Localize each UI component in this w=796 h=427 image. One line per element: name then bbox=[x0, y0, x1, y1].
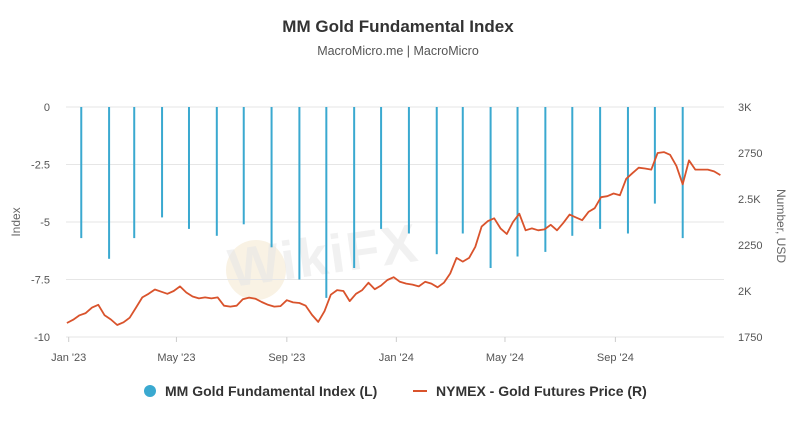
index-bar[interactable] bbox=[626, 107, 629, 234]
right-tick-label: 2K bbox=[738, 286, 752, 298]
left-y-axis: 0 -2.5 -5 -7.5 -10 bbox=[31, 102, 50, 344]
right-tick-label: 3K bbox=[738, 102, 752, 114]
index-bar[interactable] bbox=[215, 107, 218, 236]
index-bar[interactable] bbox=[80, 107, 83, 239]
index-bar[interactable] bbox=[571, 107, 574, 236]
right-axis-label: Number, USD bbox=[774, 189, 788, 263]
x-tick-label: Jan '23 bbox=[51, 352, 86, 364]
index-bar[interactable] bbox=[242, 107, 245, 225]
legend-label-index: MM Gold Fundamental Index (L) bbox=[165, 383, 378, 399]
index-bar[interactable] bbox=[325, 107, 328, 298]
left-tick-label: -7.5 bbox=[31, 275, 50, 287]
index-bar[interactable] bbox=[353, 107, 356, 268]
chart-title: MM Gold Fundamental Index bbox=[282, 17, 514, 36]
index-bar[interactable] bbox=[461, 107, 464, 234]
x-axis: Jan '23 May '23 Sep '23 Jan '24 May '24 Sep '… bbox=[51, 337, 634, 364]
index-bar[interactable] bbox=[270, 107, 273, 248]
left-tick-label: -5 bbox=[40, 217, 50, 229]
index-bar[interactable] bbox=[435, 107, 438, 255]
left-tick-label: 0 bbox=[44, 102, 50, 114]
right-tick-label: 2750 bbox=[738, 148, 762, 160]
chart-gridlines bbox=[66, 106, 724, 338]
left-tick-label: -2.5 bbox=[31, 160, 50, 172]
chart-legend: MM Gold Fundamental Index (L) NYMEX - Go… bbox=[0, 383, 796, 407]
index-bar[interactable] bbox=[161, 107, 164, 218]
watermark-logo bbox=[226, 240, 286, 300]
x-tick-label: Sep '23 bbox=[268, 352, 305, 364]
index-bar[interactable] bbox=[544, 107, 547, 252]
gold-price-line[interactable] bbox=[66, 151, 721, 326]
index-bar[interactable] bbox=[380, 107, 383, 229]
index-bar[interactable] bbox=[187, 107, 190, 229]
x-tick-label: Sep '24 bbox=[597, 352, 634, 364]
x-tick-label: May '24 bbox=[486, 352, 524, 364]
left-tick-label: -10 bbox=[34, 332, 50, 344]
x-tick-label: Jan '24 bbox=[379, 352, 414, 364]
right-tick-label: 1750 bbox=[738, 332, 762, 344]
index-bar[interactable] bbox=[133, 107, 136, 239]
index-bar[interactable] bbox=[653, 107, 656, 204]
index-bar[interactable] bbox=[599, 107, 602, 229]
legend-label-gold: NYMEX - Gold Futures Price (R) bbox=[436, 383, 647, 399]
legend-line-icon bbox=[413, 390, 427, 392]
left-axis-label: Index bbox=[9, 207, 23, 236]
index-bar-series[interactable] bbox=[80, 107, 684, 298]
index-bar[interactable] bbox=[108, 107, 111, 259]
index-bar[interactable] bbox=[489, 107, 492, 268]
index-bar[interactable] bbox=[681, 107, 684, 239]
legend-item-gold[interactable]: NYMEX - Gold Futures Price (R) bbox=[413, 383, 647, 399]
right-tick-label: 2.5K bbox=[738, 194, 761, 206]
x-tick-label: May '23 bbox=[157, 352, 195, 364]
index-bar[interactable] bbox=[298, 107, 301, 280]
legend-item-index[interactable]: MM Gold Fundamental Index (L) bbox=[144, 383, 377, 399]
index-bar[interactable] bbox=[407, 107, 410, 234]
chart-subtitle: MacroMicro.me | MacroMicro bbox=[317, 44, 479, 58]
legend-dot-icon bbox=[144, 385, 156, 397]
gold-price-line-series[interactable] bbox=[66, 151, 721, 326]
right-y-axis: 3K 2750 2.5K 2250 2K 1750 bbox=[738, 102, 762, 344]
index-bar[interactable] bbox=[516, 107, 519, 257]
right-tick-label: 2250 bbox=[738, 240, 762, 252]
